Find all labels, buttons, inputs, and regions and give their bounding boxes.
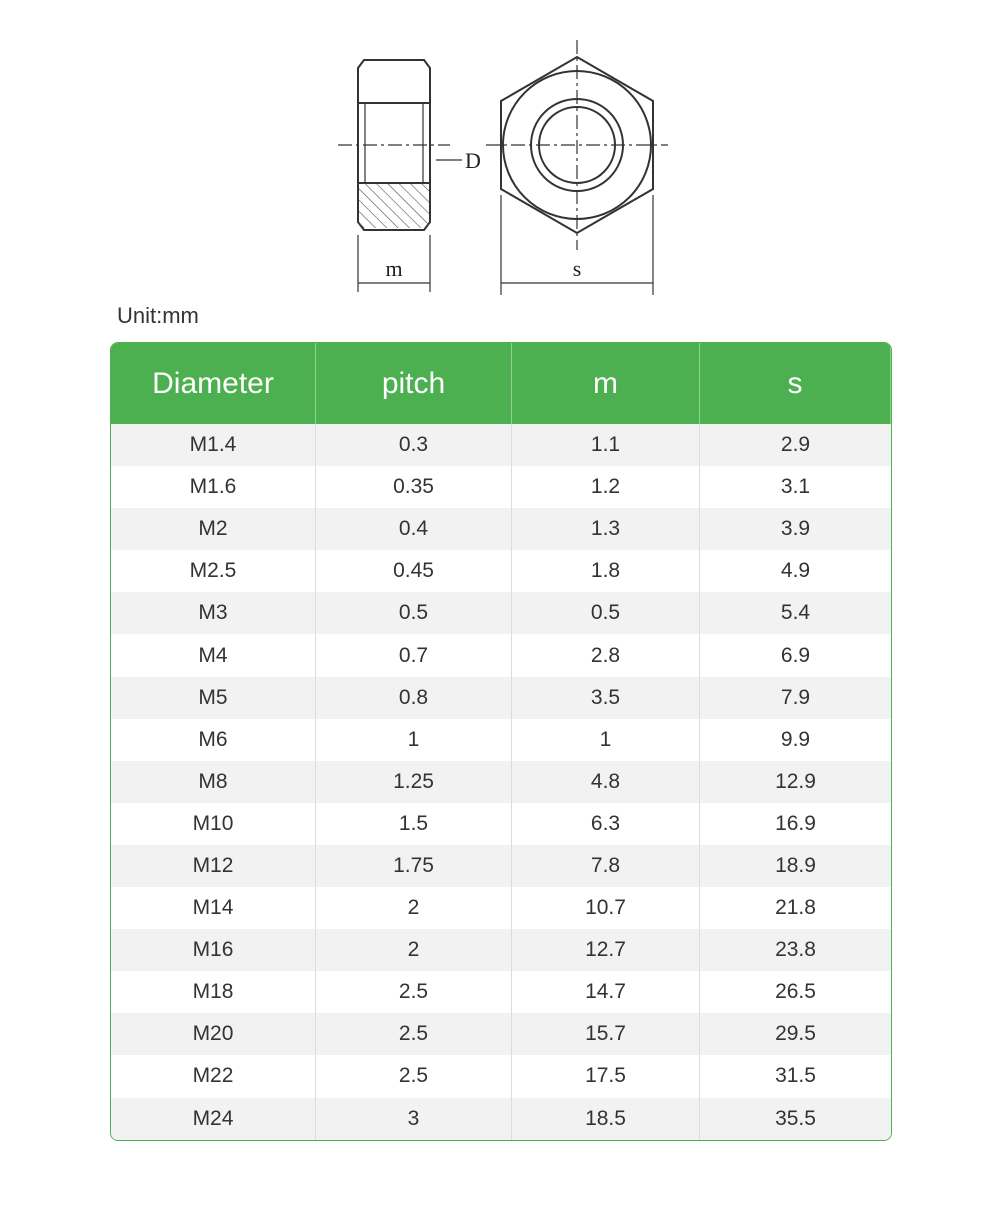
table-row: M1.6 0.35 1.2 3.1: [111, 466, 891, 509]
header-row: Diameter pitch m s: [111, 343, 891, 424]
table-row: M18 2.5 14.7 26.5: [111, 971, 891, 1014]
table-cell: 0.3: [316, 424, 512, 467]
table-cell: 0.5: [316, 592, 512, 635]
table-cell: 2: [316, 929, 512, 972]
table-cell: 4.8: [512, 760, 700, 803]
table-cell: 1.1: [512, 424, 700, 467]
table-row: M4 0.7 2.8 6.9: [111, 634, 891, 677]
table-cell: 15.7: [512, 1013, 700, 1056]
table-cell: 2.8: [512, 634, 700, 677]
table-cell: 1.75: [316, 844, 512, 888]
table-cell: 0.35: [316, 466, 512, 509]
table-cell: M8: [111, 760, 316, 803]
table-cell: 29.5: [775, 1022, 816, 1046]
table-row: M10 1.5 6.3 16.9: [111, 802, 891, 845]
table-cell: 0.8: [316, 676, 512, 719]
table-cell: M14: [111, 887, 316, 930]
table-cell: 1.5: [316, 802, 512, 845]
table-cell: 0.45: [316, 550, 512, 593]
table-cell: 6.3: [512, 802, 700, 845]
table-cell: M24: [111, 1097, 316, 1140]
table-cell: 1.25: [316, 760, 512, 803]
table-cell: M22: [111, 1055, 316, 1098]
table-cell: 3.1: [780, 475, 811, 499]
table-row: M1.4 0.3 1.1 2.9: [111, 424, 891, 467]
table-cell: M12: [111, 844, 316, 888]
table-row: M24 3 18.5 35.5: [111, 1097, 891, 1140]
table-cell: M16: [111, 929, 316, 972]
table-row: M16 2 12.7 23.8: [111, 929, 891, 972]
header-cell: m: [512, 343, 700, 424]
table-cell: 9.9: [780, 727, 811, 751]
table-cell: M20: [111, 1013, 316, 1056]
label-s: s: [573, 256, 582, 281]
table-cell: M2: [111, 508, 316, 551]
table-cell: M2.5: [111, 550, 316, 593]
table-cell: 3.5: [512, 676, 700, 719]
header-cell: Diameter: [111, 343, 316, 424]
side-view: [338, 59, 462, 292]
table-cell: 35.5: [775, 1106, 816, 1130]
table-cell: 1.2: [512, 466, 700, 509]
table-cell: 2.9: [780, 433, 811, 457]
label-d: D: [465, 148, 481, 173]
table-cell: 18.9: [775, 853, 816, 877]
table-cell: 26.5: [775, 980, 816, 1004]
table-cell: 1.8: [512, 550, 700, 593]
table-cell: 7.8: [512, 844, 700, 888]
table-cell: 0.7: [316, 634, 512, 677]
table-row: M6 1 1 9.9: [111, 718, 891, 761]
table-cell: M4: [111, 634, 316, 677]
table-row: M3 0.5 0.5 5.4: [111, 592, 891, 635]
table-cell: 3.9: [780, 517, 811, 541]
spec-table: Diameter pitch m s M1.4 0.3 1.1 2.9 M1.6 0.35 1.2 3…: [110, 342, 892, 1141]
front-view: [486, 40, 668, 295]
table-cell: M1.4: [111, 424, 316, 467]
table-cell: 1: [316, 718, 512, 761]
table-cell: 5.4: [780, 601, 811, 625]
table-cell: 3: [316, 1097, 512, 1140]
table-cell: M1.6: [111, 466, 316, 509]
table-cell: M10: [111, 802, 316, 845]
table-row: M14 2 10.7 21.8: [111, 887, 891, 930]
table-cell: 2: [316, 887, 512, 930]
table-row: M2.5 0.45 1.8 4.9: [111, 550, 891, 593]
table-cell: 0.5: [512, 592, 700, 635]
label-m: m: [385, 256, 402, 281]
table-row: M5 0.8 3.5 7.9: [111, 676, 891, 719]
table-cell: 1: [512, 718, 700, 761]
table-cell: M3: [111, 592, 316, 635]
table-cell: M5: [111, 676, 316, 719]
table-cell: M18: [111, 971, 316, 1014]
table-cell: 2.5: [316, 1055, 512, 1098]
table-row: M8 1.25 4.8 12.9: [111, 760, 891, 803]
table-row: M2 0.4 1.3 3.9: [111, 508, 891, 551]
unit-label: Unit:mm: [117, 303, 199, 328]
table-cell: 12.9: [775, 769, 816, 793]
table-cell: 17.5: [512, 1055, 700, 1098]
table-cell: M6: [111, 718, 316, 761]
header-cell: s: [700, 343, 891, 424]
table-cell: 1.3: [512, 508, 700, 551]
table-row: M20 2.5 15.7 29.5: [111, 1013, 891, 1056]
table-cell: 2.5: [316, 1013, 512, 1056]
table-cell: 31.5: [775, 1064, 816, 1088]
table-row: M22 2.5 17.5 31.5: [111, 1055, 891, 1098]
table-cell: 21.8: [775, 896, 816, 920]
table-cell: 4.9: [780, 559, 811, 583]
nut-diagram: D m s: [338, 40, 668, 295]
table-cell: 6.9: [780, 643, 811, 667]
table-cell: 16.9: [775, 811, 816, 835]
table-cell: 12.7: [512, 929, 700, 972]
table-cell: 10.7: [512, 887, 700, 930]
table-cell: 2.5: [316, 971, 512, 1014]
table-cell: 14.7: [512, 971, 700, 1014]
header-cell: pitch: [316, 343, 512, 424]
table-cell: 0.4: [316, 508, 512, 551]
table-cell: 23.8: [775, 938, 816, 962]
table-cell: 7.9: [780, 685, 811, 709]
table-row: M12 1.75 7.8 18.9: [111, 844, 891, 888]
table-cell: 18.5: [512, 1097, 700, 1140]
